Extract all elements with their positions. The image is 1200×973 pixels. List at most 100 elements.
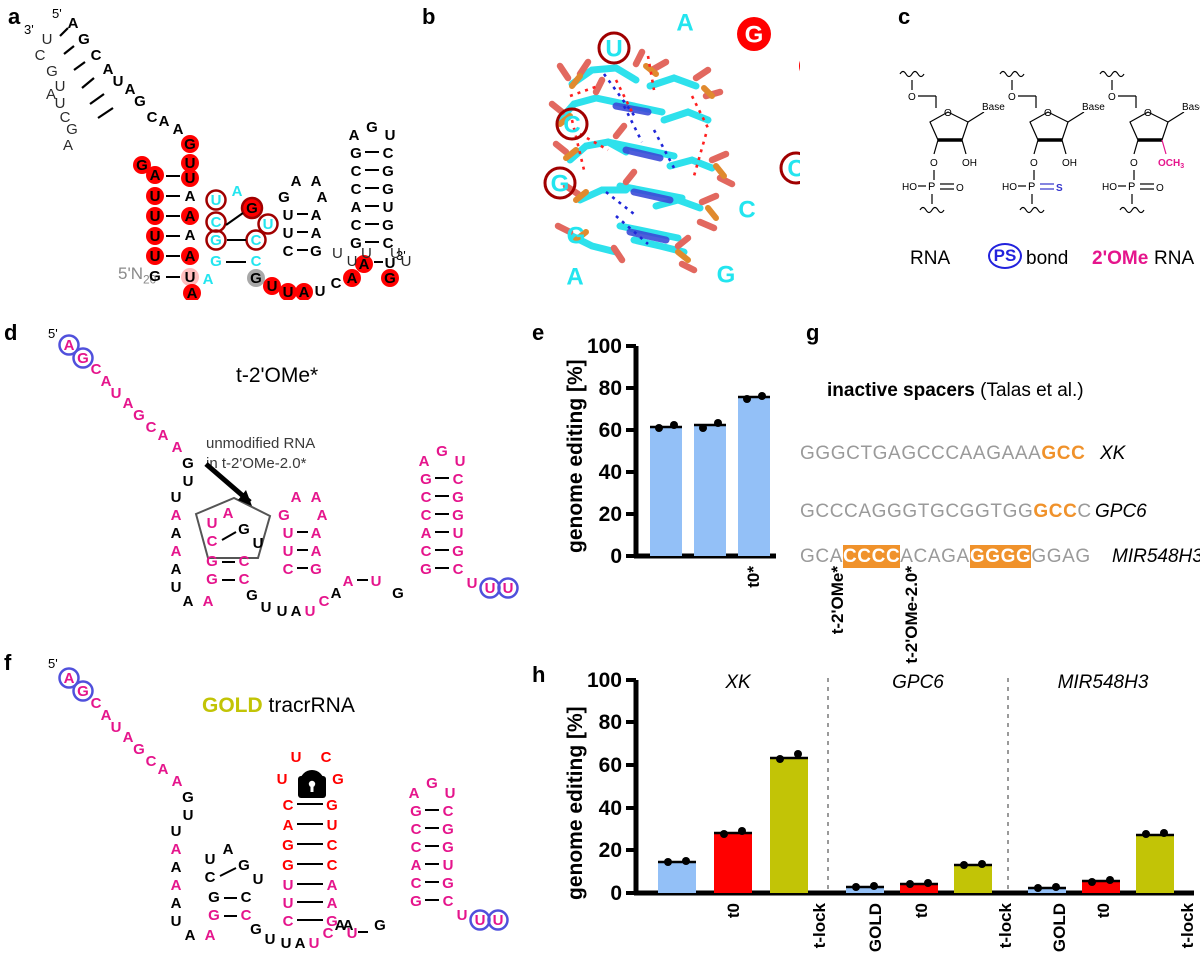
svg-text:A: A	[185, 248, 196, 265]
panel-g-title-rest: (Talas et al.)	[980, 380, 1084, 401]
svg-text:A: A	[171, 507, 182, 524]
svg-text:U: U	[150, 188, 161, 205]
panel-h-xtick-gpc6-tlock: t-lock	[996, 903, 1015, 949]
svg-text:A: A	[203, 271, 214, 288]
svg-text:G: G	[567, 223, 586, 250]
svg-text:A: A	[291, 489, 302, 506]
svg-text:A: A	[46, 86, 56, 103]
svg-text:U: U	[111, 385, 122, 402]
panel-h-xtick-mir-t0: t0	[1094, 903, 1113, 919]
svg-text:C: C	[60, 109, 71, 126]
svg-text:C: C	[146, 753, 157, 770]
svg-text:G: G	[133, 741, 145, 758]
svg-text:G: G	[77, 683, 89, 700]
svg-text:U: U	[42, 31, 53, 48]
svg-text:U: U	[467, 575, 478, 592]
svg-text:G: G	[436, 443, 448, 460]
svg-text:A: A	[185, 227, 196, 244]
svg-text:C: C	[91, 695, 102, 712]
svg-text:G: G	[426, 775, 438, 792]
svg-text:A: A	[64, 670, 75, 687]
svg-text:U: U	[261, 599, 272, 616]
svg-text:U: U	[171, 913, 182, 930]
svg-text:A: A	[172, 439, 183, 456]
svg-text:U: U	[291, 749, 302, 766]
svg-text:C: C	[383, 145, 394, 162]
svg-text:A: A	[419, 453, 430, 470]
svg-text:G: G	[238, 857, 250, 874]
svg-text:C: C	[321, 749, 332, 766]
svg-text:G: G	[208, 907, 220, 924]
svg-text:U: U	[283, 543, 294, 560]
svg-text:G: G	[250, 270, 262, 287]
svg-text:60: 60	[599, 754, 622, 777]
panel-d-title: t-2'OMe*	[236, 364, 319, 387]
panel-h-xtick-xk-gold: GOLD	[866, 903, 885, 953]
panel-g-seq2-box2: GGGG	[969, 545, 1032, 568]
panel-g-seq1-suffix: C	[1077, 501, 1092, 522]
panel-g-sequence-row-1: GCCCAGGGTGCGGTGGGCCC	[800, 501, 1092, 523]
svg-text:C: C	[283, 797, 294, 814]
svg-text:A: A	[311, 543, 322, 560]
svg-text:U: U	[253, 535, 264, 552]
panel-b: b	[420, 0, 800, 300]
svg-text:G: G	[310, 561, 322, 578]
panel-g-title-bold: inactive spacers	[827, 380, 975, 401]
svg-text:A: A	[232, 183, 243, 200]
panel-h-label: h	[532, 662, 546, 687]
panel-h-xtick-mir-tlock: t-lock	[1178, 903, 1197, 949]
panel-h-group-mir548h3	[1028, 829, 1174, 893]
svg-text:U: U	[503, 580, 514, 597]
svg-text:A: A	[409, 785, 420, 802]
svg-text:A: A	[411, 857, 422, 874]
svg-text:60: 60	[599, 419, 622, 442]
panel-d-annotation: unmodified RNA in t-2'OMe-2.0*	[206, 434, 315, 475]
svg-text:U: U	[283, 895, 294, 912]
panel-g-seq2-prefix: GCA	[800, 546, 843, 567]
svg-text:Base: Base	[982, 102, 1005, 113]
svg-text:G: G	[551, 171, 570, 198]
panel-a-5prime-top: 5'	[52, 6, 62, 21]
svg-text:O: O	[956, 183, 964, 194]
svg-text:S: S	[1056, 183, 1063, 194]
panel-g-label: g	[806, 320, 820, 345]
svg-text:O: O	[1130, 158, 1138, 169]
svg-text:G: G	[442, 839, 454, 856]
panel-h: h genome editing [%] 0 20 40 60 80 100	[528, 648, 1200, 955]
svg-text:G: G	[326, 913, 338, 930]
svg-text:A: A	[311, 207, 322, 224]
svg-text:A: A	[125, 81, 136, 98]
svg-text:A: A	[299, 284, 310, 300]
svg-text:G: G	[745, 22, 764, 49]
panel-a-3prime-top: 3'	[24, 22, 34, 37]
svg-text:U: U	[283, 525, 294, 542]
svg-text:A: A	[317, 507, 328, 524]
svg-text:U: U	[185, 155, 196, 172]
panel-c-legend-rna: RNA	[910, 248, 951, 269]
panel-f-title-gold: GOLD	[202, 694, 263, 717]
svg-text:C: C	[319, 593, 330, 610]
svg-text:O: O	[1108, 92, 1116, 103]
panel-a-3prime-end: 3'	[396, 248, 406, 263]
svg-text:G: G	[382, 217, 394, 234]
svg-text:G: G	[149, 268, 161, 285]
svg-text:G: G	[382, 163, 394, 180]
svg-text:A: A	[291, 173, 302, 190]
svg-text:G: G	[392, 585, 404, 602]
svg-text:G: G	[374, 917, 386, 934]
svg-text:G: G	[206, 553, 218, 570]
svg-text:C: C	[421, 507, 432, 524]
svg-text:C: C	[351, 163, 362, 180]
panel-e: e genome editing [%] 0 20 40 60 80 100	[528, 318, 921, 664]
svg-text:U: U	[55, 78, 66, 95]
svg-text:G: G	[77, 350, 89, 367]
svg-text:A: A	[347, 270, 358, 287]
svg-text:G: G	[452, 489, 464, 506]
svg-text:U: U	[371, 573, 382, 590]
panel-f-title-rest: tracrRNA	[268, 694, 355, 717]
svg-text:OH: OH	[1062, 158, 1077, 169]
svg-text:A: A	[676, 10, 693, 37]
svg-text:C: C	[146, 419, 157, 436]
